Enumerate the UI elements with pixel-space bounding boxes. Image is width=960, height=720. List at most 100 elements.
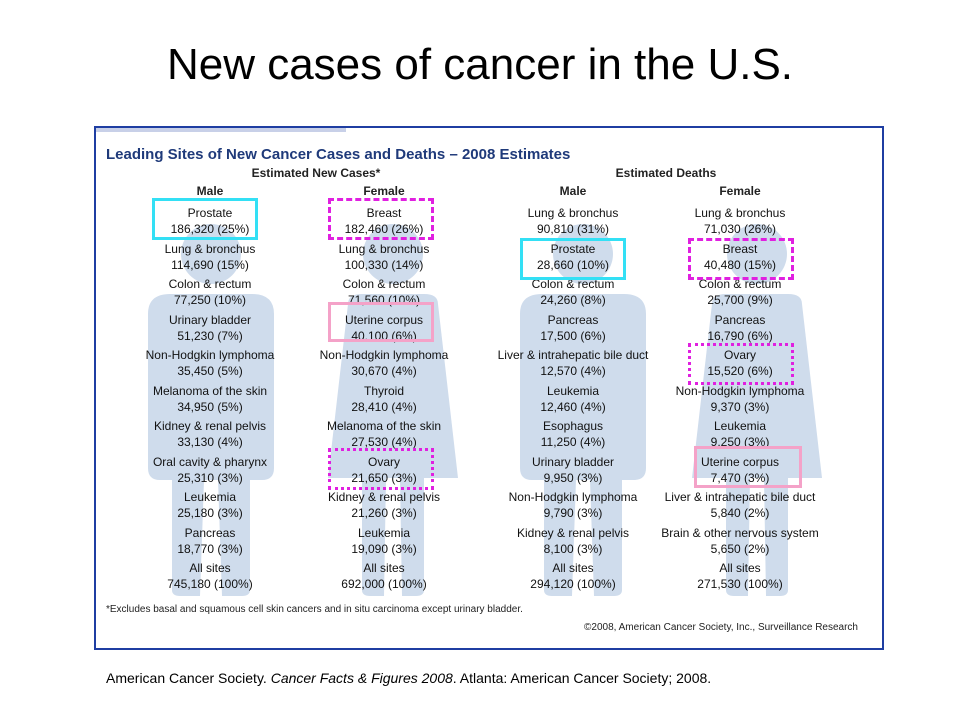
figure-heading: Leading Sites of New Cancer Cases and De… <box>106 146 571 163</box>
site-name: Ovary <box>723 348 756 362</box>
column-male-deaths: Lung & bronchus 90,810 (31%) Prostate 28,66… <box>481 204 665 595</box>
site-name: Non-Hodgkin lymphoma <box>145 348 275 362</box>
site-value: 18,770 (3%) <box>177 541 243 556</box>
site-name: Leukemia <box>713 419 767 433</box>
site-value: 27,530 (4%) <box>351 435 417 449</box>
site-value: 9,790 (3%) <box>543 506 603 520</box>
site-name: Uterine corpus <box>344 312 424 327</box>
site-name: Liver & intrahepatic bile duct <box>664 490 816 504</box>
site-value: 692,000 (100%) <box>341 577 427 591</box>
source-citation: American Cancer Society. Cancer Facts & … <box>106 670 711 686</box>
site-name: Melanoma of the skin <box>326 419 442 433</box>
highlight-uterine-corpus-cases <box>328 302 434 342</box>
cancer-site-entry: Ovary 15,520 (6%) <box>648 346 832 382</box>
site-name: Pancreas <box>714 312 766 327</box>
slide-title: New cases of cancer in the U.S. <box>166 40 794 89</box>
site-value: 25,310 (3%) <box>177 470 243 485</box>
citation-suffix: . Atlanta: American Cancer Society; 2008… <box>452 670 712 686</box>
site-name: All sites <box>363 561 405 575</box>
site-name: Colon & rectum <box>531 277 615 291</box>
site-name: Prostate <box>550 241 596 256</box>
site-value: 12,570 (4%) <box>540 364 606 378</box>
cancer-site-entry: Leukemia 19,090 (3%) <box>292 524 476 560</box>
site-value: 15,520 (6%) <box>707 364 773 378</box>
column-heading-male-cases: Male <box>196 184 224 198</box>
site-name: Ovary <box>367 454 400 469</box>
cancer-site-entry: Colon & rectum 77,250 (10%) <box>118 275 302 311</box>
cancer-site-entry: All sites 271,530 (100%) <box>648 559 832 595</box>
cancer-site-entry: Kidney & renal pelvis 21,260 (3%) <box>292 488 476 524</box>
site-value: 21,260 (3%) <box>351 506 417 520</box>
cancer-site-entry: Prostate 186,320 (25%) <box>118 204 302 240</box>
site-value: 745,180 (100%) <box>167 577 253 591</box>
column-female-cases: Breast 182,460 (26%) Lung & bronchus 100,33… <box>292 204 476 595</box>
cancer-site-entry: Lung & bronchus 114,690 (15%) <box>118 240 302 276</box>
cancer-site-entry: Melanoma of the skin 34,950 (5%) <box>118 382 302 418</box>
site-name: Brain & other nervous system <box>661 525 819 540</box>
site-name: Non-Hodgkin lymphoma <box>675 383 805 398</box>
cancer-site-entry: Oral cavity & pharynx 25,310 (3%) <box>118 453 302 489</box>
site-name: Kidney & renal pelvis <box>327 490 441 504</box>
cancer-site-entry: Colon & rectum 24,260 (8%) <box>481 275 665 311</box>
site-value: 28,660 (10%) <box>536 257 610 272</box>
cancer-site-entry: Liver & intrahepatic bile duct 5,840 (2%) <box>648 488 832 524</box>
figure-copyright: ©2008, American Cancer Society, Inc., Su… <box>584 622 858 633</box>
site-name: Kidney & renal pelvis <box>516 525 630 540</box>
site-value: 51,230 (7%) <box>177 328 243 343</box>
site-name: Colon & rectum <box>342 277 426 291</box>
cancer-site-entry: Liver & intrahepatic bile duct 12,570 (4%… <box>481 346 665 382</box>
cancer-site-entry: Lung & bronchus 71,030 (26%) <box>648 204 832 240</box>
site-value: 182,460 (26%) <box>344 222 424 236</box>
site-name: All sites <box>552 561 594 575</box>
site-name: Colon & rectum <box>698 277 782 291</box>
highlight-ovary-cases <box>328 448 434 490</box>
citation-prefix: American Cancer Society. <box>106 670 271 686</box>
highlight-uterine-corpus-deaths <box>694 446 802 488</box>
site-name: Pancreas <box>547 312 599 327</box>
cancer-site-entry: Uterine corpus 7,470 (3%) <box>648 453 832 489</box>
cancer-site-entry: Urinary bladder 51,230 (7%) <box>118 311 302 347</box>
site-name: Esophagus <box>542 419 604 433</box>
cancer-site-entry: Brain & other nervous system 5,650 (2%) <box>648 524 832 560</box>
cancer-site-entry: Melanoma of the skin 27,530 (4%) <box>292 417 476 453</box>
site-value: 34,950 (5%) <box>177 399 243 414</box>
site-value: 5,840 (2%) <box>710 506 770 520</box>
cancer-site-entry: Pancreas 16,790 (6%) <box>648 311 832 347</box>
site-value: 30,670 (4%) <box>351 364 417 378</box>
site-name: Urinary bladder <box>168 312 252 327</box>
cancer-site-entry: Pancreas 17,500 (6%) <box>481 311 665 347</box>
cancer-site-entry: Breast 182,460 (26%) <box>292 204 476 240</box>
cancer-site-entry: Non-Hodgkin lymphoma 35,450 (5%) <box>118 346 302 382</box>
figure-footnote: *Excludes basal and squamous cell skin c… <box>106 604 523 615</box>
site-value: 12,460 (4%) <box>540 399 606 414</box>
site-value: 17,500 (6%) <box>540 328 606 343</box>
cancer-site-entry: Lung & bronchus 100,330 (14%) <box>292 240 476 276</box>
site-name: Pancreas <box>184 525 236 540</box>
site-name: Lung & bronchus <box>694 206 786 220</box>
cancer-site-entry: Kidney & renal pelvis 8,100 (3%) <box>481 524 665 560</box>
site-name: Lung & bronchus <box>338 241 430 256</box>
site-value: 25,180 (3%) <box>177 506 243 520</box>
cancer-site-entry: Non-Hodgkin lymphoma 9,370 (3%) <box>648 382 832 418</box>
site-name: Non-Hodgkin lymphoma <box>319 348 449 362</box>
citation-publication-title: Cancer Facts & Figures 2008 <box>270 670 453 686</box>
cancer-site-entry: Non-Hodgkin lymphoma 9,790 (3%) <box>481 488 665 524</box>
site-value: 33,130 (4%) <box>177 435 243 449</box>
site-value: 28,410 (4%) <box>351 399 417 414</box>
site-value: 90,810 (31%) <box>536 222 610 236</box>
cancer-site-entry: Leukemia 9,250 (3%) <box>648 417 832 453</box>
site-value: 71,030 (26%) <box>703 222 777 236</box>
site-value: 294,120 (100%) <box>530 577 616 591</box>
figure-top-accent <box>96 128 346 132</box>
group-heading-new-cases: Estimated New Cases* <box>251 166 381 180</box>
site-value: 11,250 (4%) <box>540 435 606 449</box>
site-name: Lung & bronchus <box>164 241 256 256</box>
cancer-statistics-figure: Leading Sites of New Cancer Cases and De… <box>94 126 884 650</box>
column-female-deaths: Lung & bronchus 71,030 (26%) Breast 40,480 … <box>648 204 832 595</box>
site-value: 21,650 (3%) <box>351 470 417 485</box>
site-value: 186,320 (25%) <box>170 222 250 236</box>
site-name: Breast <box>366 206 402 220</box>
site-name: Leukemia <box>183 490 237 504</box>
site-name: Melanoma of the skin <box>152 383 268 398</box>
cancer-site-entry: All sites 692,000 (100%) <box>292 559 476 595</box>
